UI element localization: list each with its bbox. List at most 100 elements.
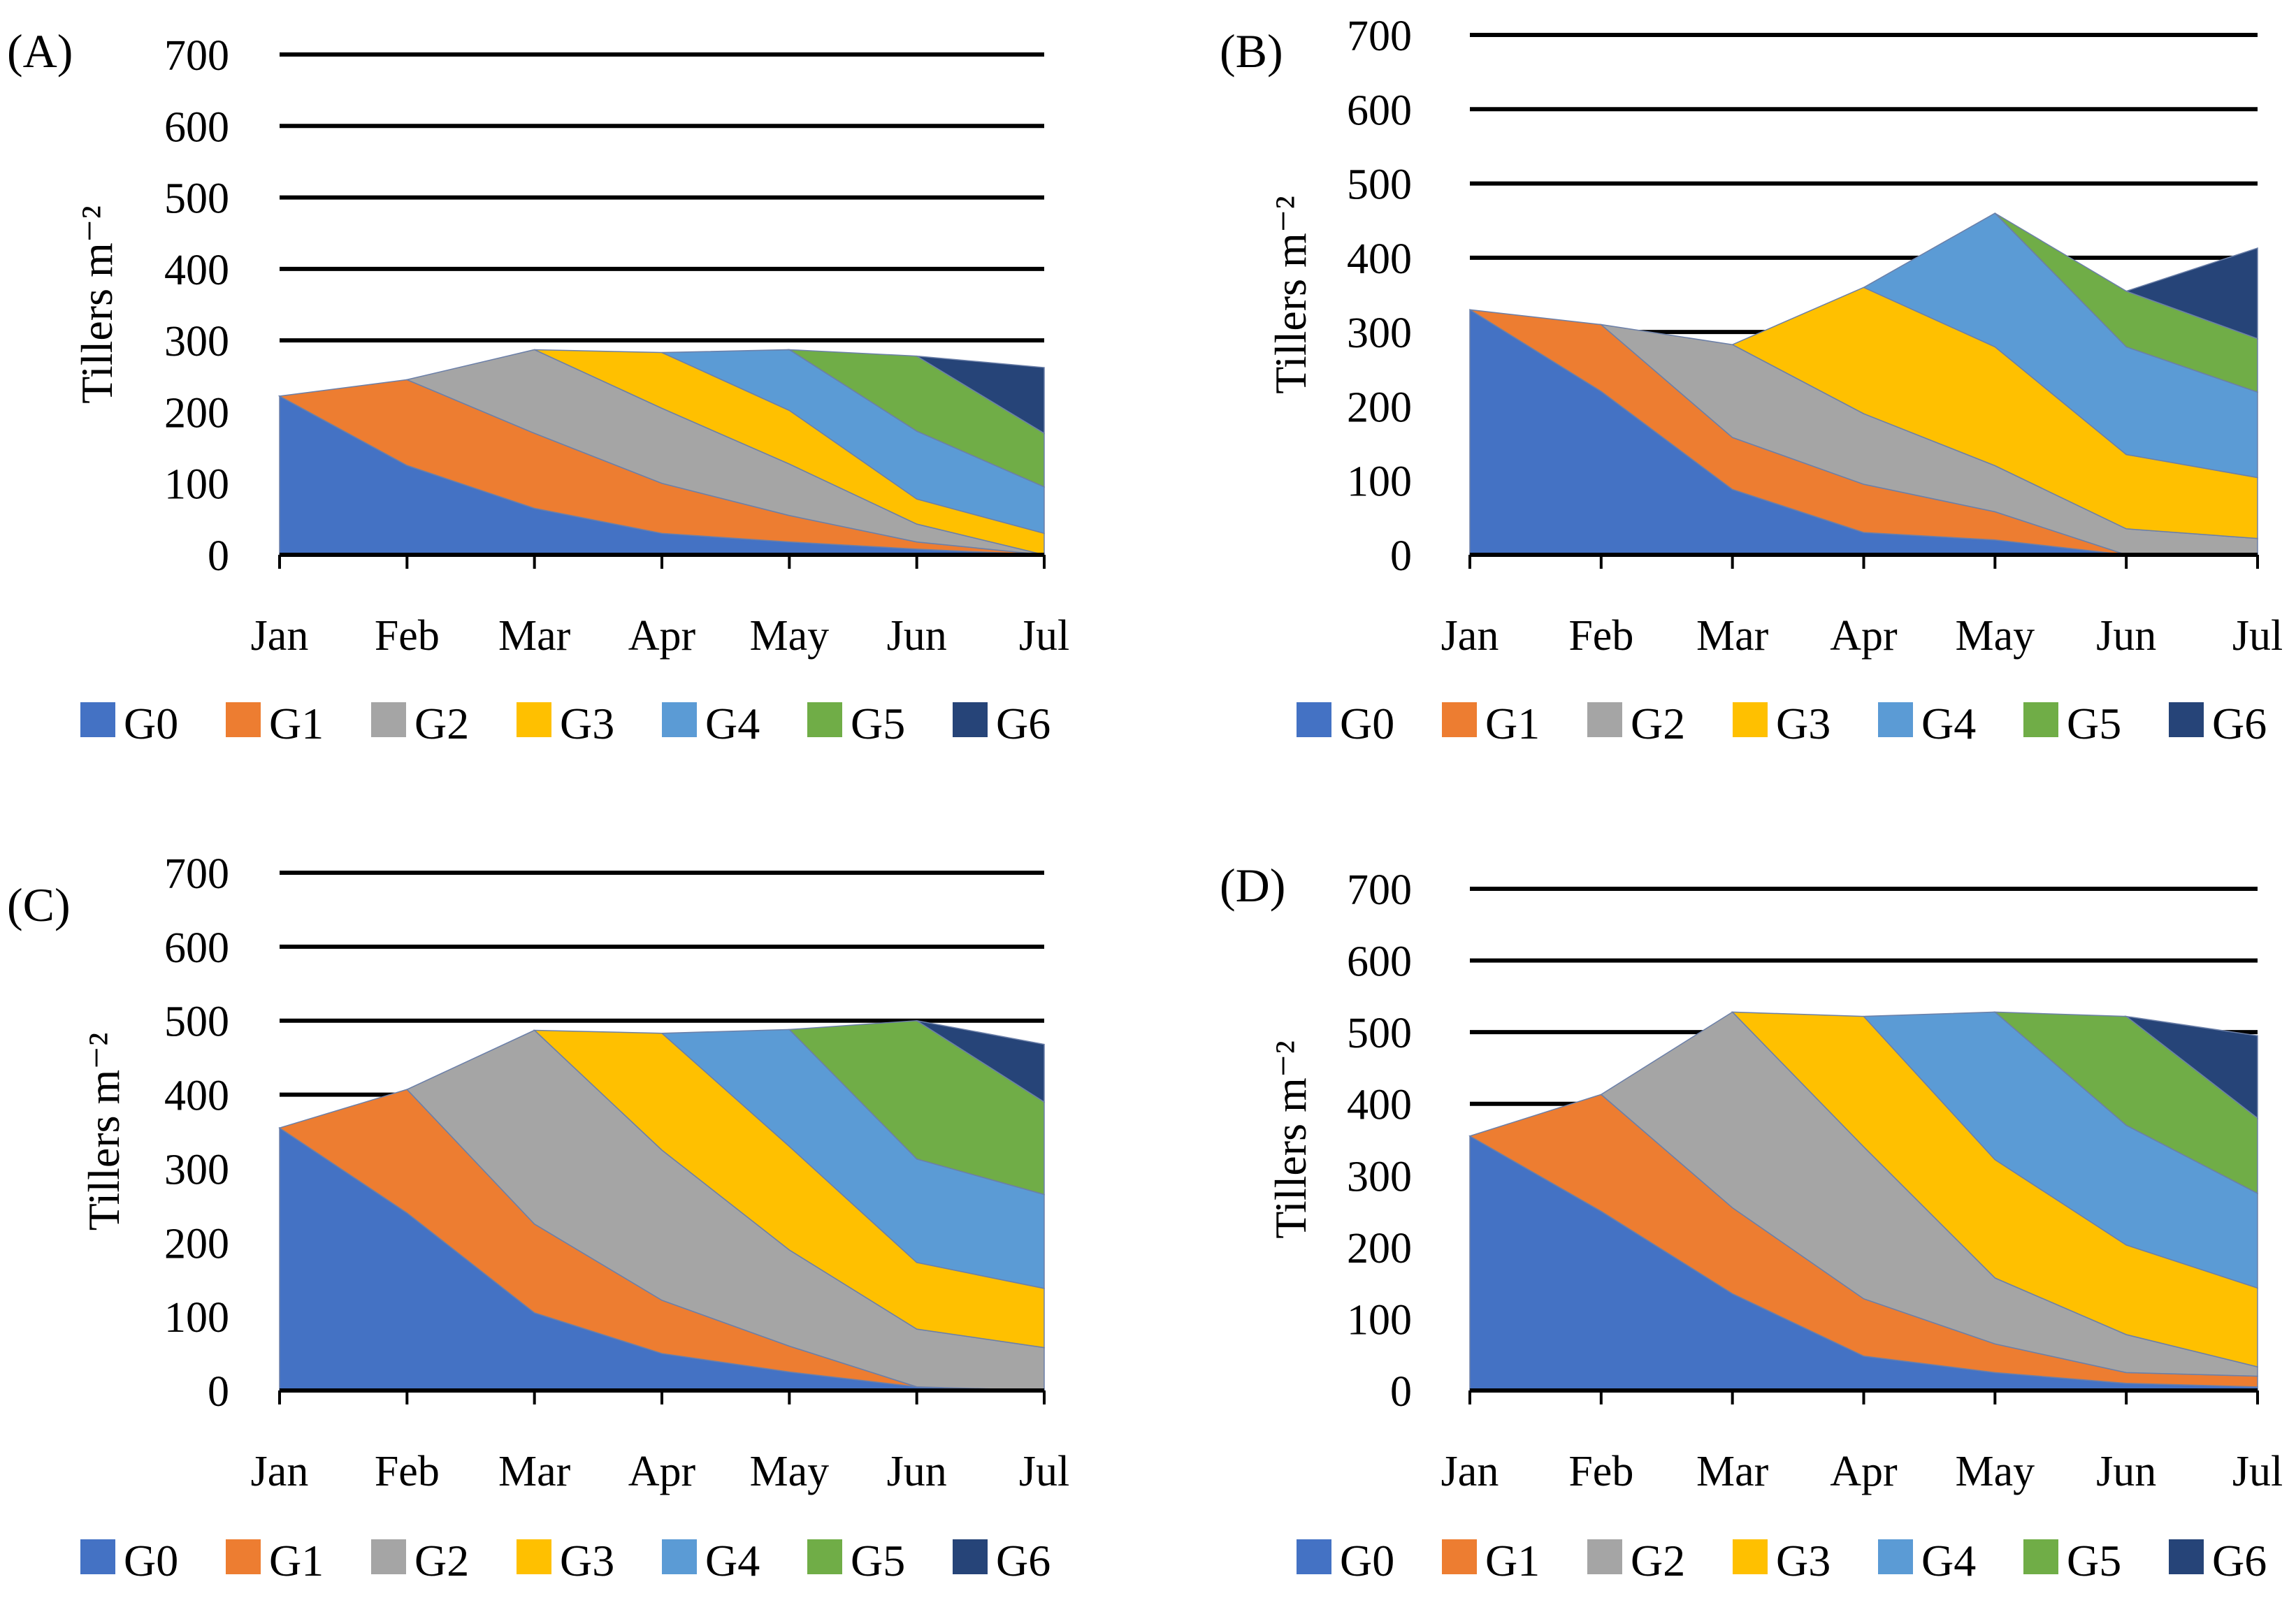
legend-label-g4: G4 [705, 699, 760, 748]
legend-swatch-g5 [2023, 1539, 2058, 1574]
legend-label-g4: G4 [1921, 1536, 1976, 1585]
legend-label-g3: G3 [1776, 1536, 1831, 1585]
legend-swatch-g2 [371, 702, 406, 737]
x-tick-label: Mar [1696, 1448, 1769, 1495]
legend-swatch-g2 [371, 1539, 406, 1574]
x-tick-label: Feb [1568, 1448, 1633, 1495]
area-g6 [2124, 247, 2258, 340]
y-tick-label: 600 [164, 103, 229, 151]
y-tick-label: 500 [1347, 161, 1412, 209]
y-tick-label: 300 [1347, 1153, 1412, 1200]
y-tick-label: 600 [1347, 87, 1412, 134]
y-tick-label: 100 [164, 461, 229, 509]
x-tick-label: Apr [628, 612, 696, 660]
legend-label-g2: G2 [414, 1536, 469, 1585]
panel-label: (D) [1220, 859, 1285, 912]
y-axis-label: Tillers m⁻² [1266, 1040, 1315, 1239]
panel-label: (A) [7, 24, 73, 78]
y-tick-label: 600 [164, 924, 229, 972]
y-tick-label: 500 [1347, 1010, 1412, 1057]
area-g5 [1993, 1011, 2258, 1195]
legend-label-g0: G0 [1340, 699, 1394, 748]
x-tick-label: Apr [1830, 612, 1898, 660]
y-tick-label: 300 [1347, 310, 1412, 357]
x-tick-label: Jan [251, 1448, 309, 1495]
legend-label-g2: G2 [414, 699, 469, 748]
legend-label-g6: G6 [2212, 699, 2267, 748]
x-tick-label: Jan [1441, 1448, 1499, 1495]
legend-swatch-g5 [807, 702, 842, 737]
legend-swatch-g5 [2023, 702, 2058, 737]
legend-swatch-g0 [1297, 1539, 1331, 1574]
area-g5 [787, 349, 1045, 488]
y-tick-label: 700 [1347, 866, 1412, 914]
y-tick-label: 600 [1347, 938, 1412, 986]
x-tick-label: Apr [628, 1448, 696, 1495]
legend-swatch-g1 [226, 702, 261, 737]
y-tick-label: 100 [1347, 1296, 1412, 1344]
legend-label-g2: G2 [1631, 1536, 1685, 1585]
y-axis-label: Tillers m⁻² [72, 205, 122, 404]
legend-label-g1: G1 [1485, 699, 1540, 748]
y-tick-label: 100 [1347, 458, 1412, 506]
x-tick-label: Mar [498, 1448, 571, 1495]
x-tick-label: Feb [375, 612, 440, 660]
x-tick-label: May [750, 612, 830, 660]
legend-label-g4: G4 [705, 1536, 760, 1585]
legend-label-g3: G3 [560, 1536, 614, 1585]
legend-swatch-g1 [1442, 1539, 1477, 1574]
x-tick-label: May [1956, 612, 2035, 660]
panel-label: (B) [1220, 24, 1283, 78]
legend-swatch-g6 [2169, 1539, 2204, 1574]
legend-swatch-g6 [2169, 702, 2204, 737]
y-tick-label: 0 [1390, 1368, 1412, 1416]
legend-swatch-g1 [226, 1539, 261, 1574]
x-tick-label: Jul [2232, 1448, 2283, 1495]
x-tick-label: Jul [2232, 612, 2283, 660]
chart-panel-b: 0 100 200 300 400 500 600 700 Jan Feb Mar Apr May Jun… [1220, 13, 2283, 748]
area-g6 [2124, 1015, 2258, 1119]
area-g6 [916, 1019, 1045, 1103]
x-tick-label: Jun [2096, 1448, 2156, 1495]
x-tick-label: Jul [1019, 1448, 1069, 1495]
x-tick-label: Feb [1568, 612, 1633, 660]
x-tick-label: Jun [887, 612, 947, 660]
legend-swatch-g0 [80, 1539, 115, 1574]
x-tick-label: Mar [498, 612, 571, 660]
legend-swatch-g4 [1878, 1539, 1913, 1574]
legend-label-g1: G1 [269, 1536, 324, 1585]
x-tick-label: Jan [251, 612, 309, 660]
y-tick-label: 400 [164, 1073, 229, 1120]
y-tick-label: 0 [208, 532, 229, 580]
x-tick-label: May [750, 1448, 830, 1495]
area-g5 [788, 1019, 1045, 1196]
legend-swatch-g2 [1587, 702, 1622, 737]
legend-label-g6: G6 [996, 699, 1050, 748]
legend-label-g3: G3 [560, 699, 614, 748]
y-axis-label: Tillers m⁻² [1266, 196, 1315, 394]
y-tick-label: 400 [1347, 1082, 1412, 1129]
legend-swatch-g6 [953, 702, 988, 737]
y-tick-label: 700 [1347, 13, 1412, 60]
chart-panel-c: 0 100 200 300 400 500 600 700 Jan Feb Mar Apr May Jun… [7, 850, 1069, 1585]
legend-label-g6: G6 [2212, 1536, 2267, 1585]
legend-swatch-g4 [662, 1539, 697, 1574]
legend-swatch-g3 [517, 702, 551, 737]
x-tick-label: Apr [1830, 1448, 1898, 1495]
legend-label-g4: G4 [1921, 699, 1976, 748]
area-g5 [1994, 212, 2258, 393]
y-tick-label: 700 [164, 850, 229, 898]
legend-swatch-g4 [662, 702, 697, 737]
legend-swatch-g6 [953, 1539, 988, 1574]
legend-swatch-g5 [807, 1539, 842, 1574]
y-tick-label: 400 [164, 247, 229, 294]
x-tick-label: Jul [1019, 612, 1069, 660]
legend-label-g5: G5 [2067, 699, 2121, 748]
legend-label-g6: G6 [996, 1536, 1050, 1585]
legend-label-g5: G5 [851, 699, 905, 748]
legend-label-g0: G0 [1340, 1536, 1394, 1585]
panel-label: (C) [7, 878, 71, 931]
legend-label-g2: G2 [1631, 699, 1685, 748]
legend-swatch-g0 [80, 702, 115, 737]
